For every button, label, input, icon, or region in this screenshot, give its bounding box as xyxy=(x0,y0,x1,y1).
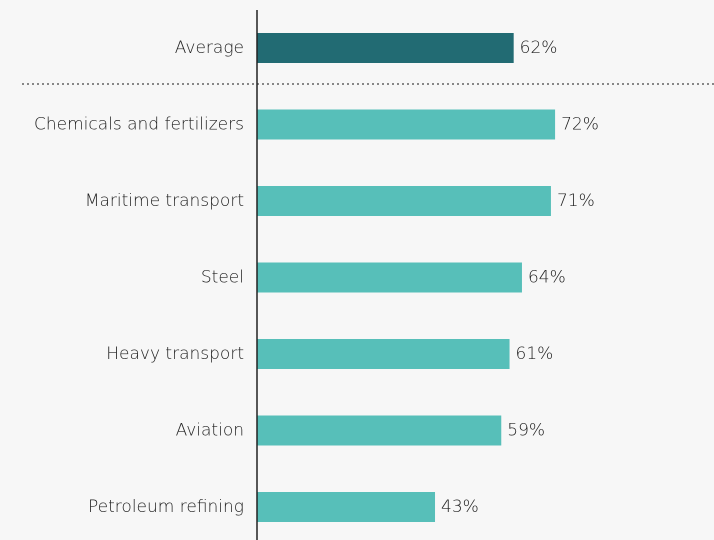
bar xyxy=(257,492,436,522)
value-label: 62% xyxy=(520,38,558,58)
bar xyxy=(257,339,510,369)
value-label: 59% xyxy=(507,421,545,441)
category-label: Heavy transport xyxy=(106,344,244,364)
bar xyxy=(257,186,551,216)
category-label: Steel xyxy=(201,268,244,288)
bar xyxy=(257,262,522,293)
bar xyxy=(257,415,502,446)
value-label: 71% xyxy=(557,191,595,211)
value-label: 61% xyxy=(516,344,554,364)
category-label: Maritime transport xyxy=(85,191,244,211)
bar xyxy=(257,109,556,140)
value-label: 43% xyxy=(441,497,479,517)
category-label: Aviation xyxy=(176,421,244,441)
value-label: 72% xyxy=(561,115,599,135)
category-label: Petroleum refining xyxy=(88,497,244,517)
category-label: Average xyxy=(175,38,244,58)
category-label: Chemicals and fertilizers xyxy=(34,115,244,135)
bar xyxy=(257,33,514,63)
value-label: 64% xyxy=(528,268,566,288)
